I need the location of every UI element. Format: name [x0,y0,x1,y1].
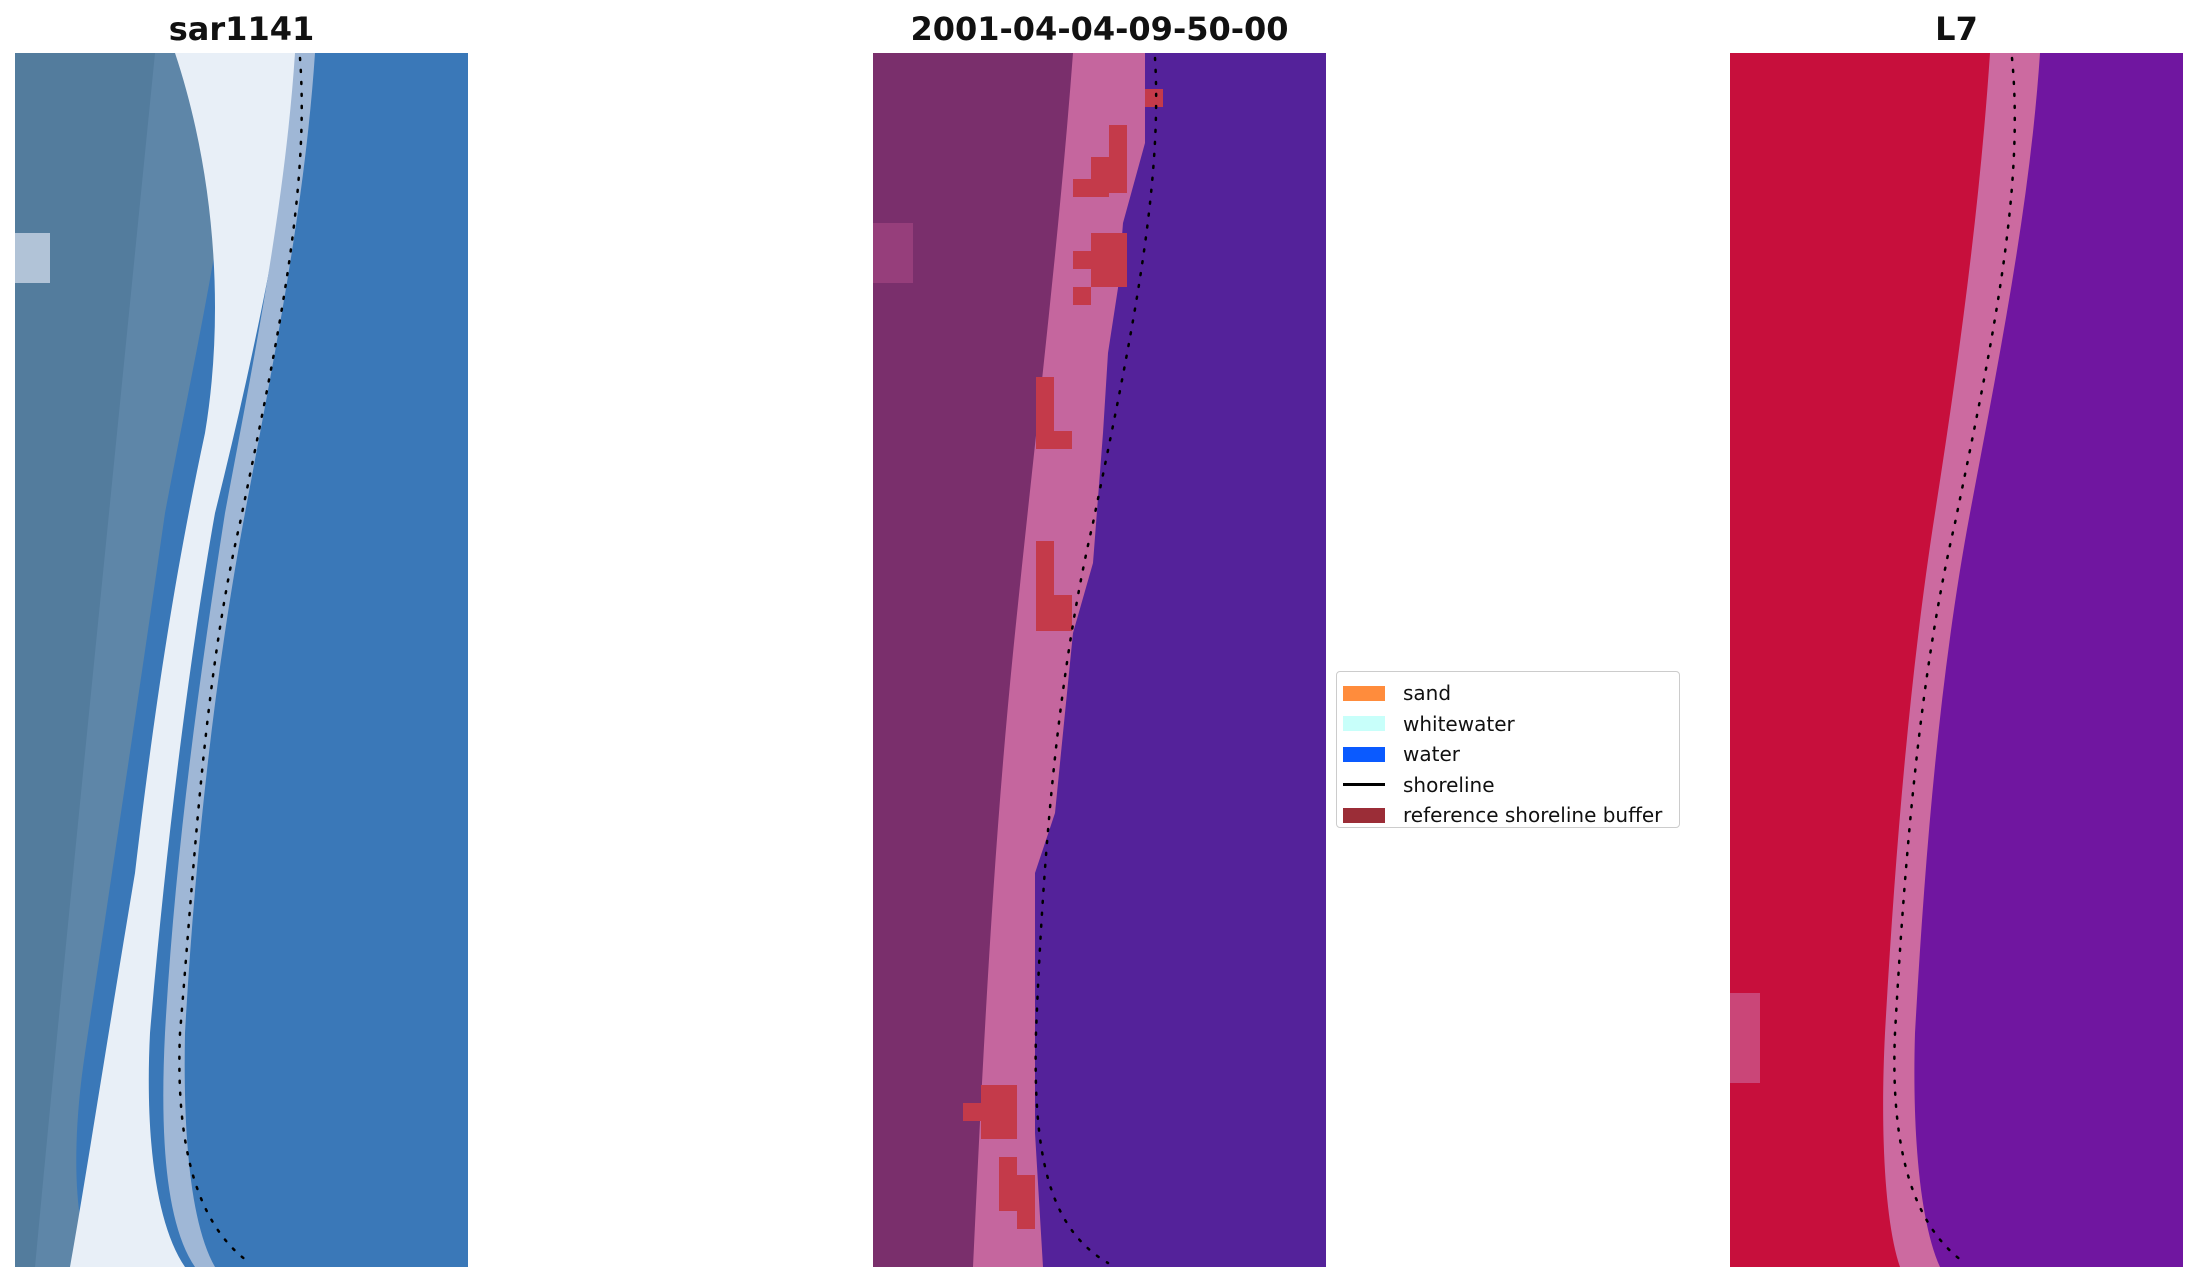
shoreline-line-icon [1343,777,1385,792]
legend-item-water: water [1343,739,1679,770]
rgb-image-panel [15,53,468,1267]
classified-image [873,53,1326,1267]
whitewater-swatch [1343,716,1385,732]
sand-swatch [1343,685,1385,701]
legend-item-whitewater: whitewater [1343,709,1679,740]
legend: sand whitewater water shoreline referenc… [1336,671,1680,828]
legend-item-reference-shoreline-buffer: reference shoreline buffer [1343,800,1679,831]
legend-label: sand [1403,681,1452,706]
false-color-image-panel [1730,53,2183,1267]
panel-title-classified: 2001-04-04-09-50-00 [910,10,1289,48]
panel-title-false-color: L7 [1935,10,1978,48]
water-swatch [1343,746,1385,762]
legend-label: reference shoreline buffer [1403,803,1663,828]
reference-buffer-swatch [1343,807,1385,823]
legend-label: shoreline [1403,772,1495,797]
legend-label: water [1403,742,1460,767]
panel-title-rgb: sar1141 [168,10,315,48]
classified-image-panel [873,53,1326,1267]
legend-label: whitewater [1403,711,1515,736]
legend-item-sand: sand [1343,678,1679,709]
false-color-image [1730,53,2183,1267]
rgb-image [15,53,468,1267]
legend-item-shoreline: shoreline [1343,770,1679,801]
